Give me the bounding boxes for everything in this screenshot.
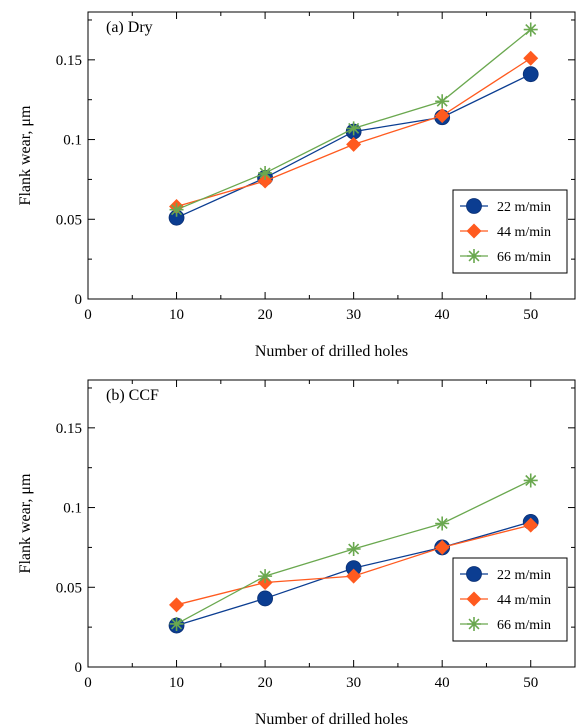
x-tick-label: 40	[435, 307, 450, 323]
data-point	[346, 568, 362, 584]
data-point	[169, 597, 185, 613]
y-tick-label: 0.05	[56, 212, 82, 228]
x-tick-label: 50	[523, 675, 538, 691]
y-tick-label: 0.15	[56, 53, 82, 69]
legend: 22 m/min 44 m/min 66 m/min	[452, 189, 568, 274]
data-point	[169, 202, 184, 217]
x-tick-label: 50	[523, 307, 538, 323]
plot-frame	[87, 11, 576, 300]
x-tick-label: 20	[258, 307, 273, 323]
legend-marker	[467, 249, 481, 263]
data-point	[346, 136, 362, 152]
y-tick-label: 0.15	[56, 421, 82, 437]
panel-label: (b) CCF	[106, 387, 159, 404]
x-tick-label: 40	[435, 675, 450, 691]
legend-label: 66 m/min	[497, 250, 551, 265]
data-point	[346, 542, 361, 557]
panel-label: (a) Dry	[106, 19, 153, 36]
y-tick-label: 0.05	[56, 580, 82, 596]
data-point	[258, 569, 273, 584]
y-axis-title: Flank wear, μm	[17, 473, 34, 573]
data-point	[258, 166, 273, 181]
legend-marker	[467, 617, 481, 631]
series-line	[176, 29, 532, 211]
y-axis-title: Flank wear, μm	[17, 105, 34, 205]
data-point	[523, 22, 538, 37]
data-point	[523, 50, 539, 66]
y-tick-label: 0	[75, 660, 83, 676]
y-tick-label: 0.1	[63, 501, 82, 517]
legend-label: 22 m/min	[497, 568, 551, 583]
data-point	[523, 517, 539, 533]
data-point	[434, 539, 450, 555]
legend: 22 m/min 44 m/min 66 m/min	[452, 557, 568, 642]
data-point	[435, 516, 450, 531]
x-axis-title: Number of drilled holes	[255, 343, 408, 360]
x-tick-label: 0	[84, 307, 92, 323]
data-point	[346, 121, 361, 136]
legend-marker	[466, 198, 482, 214]
x-axis-title: Number of drilled holes	[255, 711, 408, 724]
data-point	[523, 473, 538, 488]
legend-marker	[466, 566, 482, 582]
x-tick-label: 0	[84, 675, 92, 691]
data-point	[522, 66, 539, 83]
legend-label: 44 m/min	[497, 593, 551, 608]
legend-label: 44 m/min	[497, 225, 551, 240]
y-tick-label: 0	[75, 292, 83, 308]
data-point	[435, 94, 450, 109]
data-point	[169, 616, 184, 631]
x-tick-label: 20	[258, 675, 273, 691]
x-tick-label: 10	[169, 307, 184, 323]
legend-label: 22 m/min	[497, 200, 551, 215]
legend-label: 66 m/min	[497, 618, 551, 633]
chart-panel-a: 0 10 20 30 40 50 0 0.05 0.1 0.15 Number of drilled…	[17, 11, 576, 360]
legend-marker	[466, 223, 482, 239]
plot-frame	[87, 379, 576, 668]
y-tick-label: 0.1	[63, 133, 82, 149]
data-point	[434, 108, 450, 124]
data-point	[257, 590, 273, 607]
x-tick-label: 30	[346, 307, 361, 323]
chart-panel-b: 0 10 20 30 40 50 0 0.05 0.1 0.15 Number of drilled…	[17, 379, 576, 724]
x-tick-label: 30	[346, 675, 361, 691]
x-tick-label: 10	[169, 675, 184, 691]
legend-marker	[466, 591, 482, 607]
